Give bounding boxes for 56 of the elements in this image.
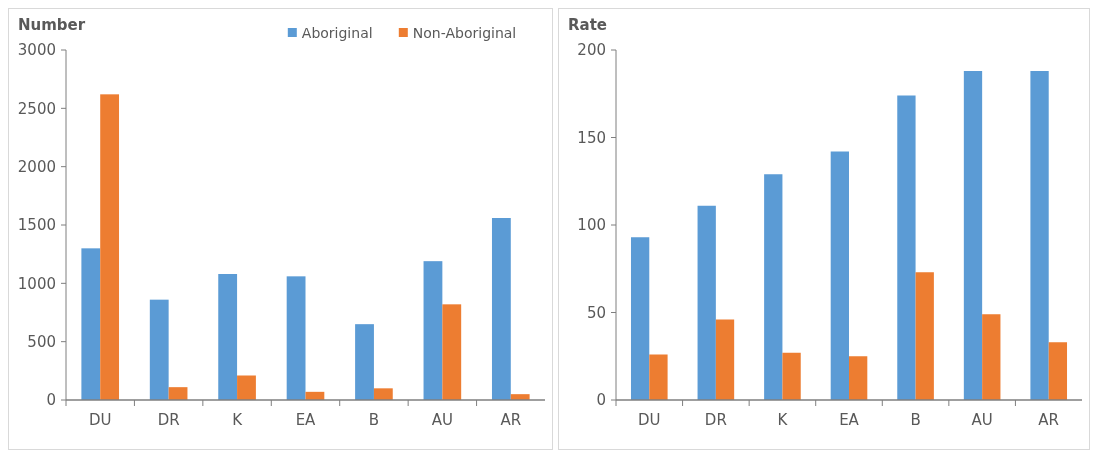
x-tick-label: DU <box>638 411 661 429</box>
chart-title: Number <box>18 16 86 34</box>
y-tick-label: 200 <box>577 41 606 60</box>
bar <box>218 274 238 400</box>
bar <box>915 272 934 400</box>
bar <box>830 151 849 400</box>
y-tick-label: 2000 <box>17 157 56 176</box>
chart-title: Rate <box>568 16 608 34</box>
bar <box>764 174 783 400</box>
legend-label: Aboriginal <box>301 25 373 41</box>
bar <box>355 324 374 400</box>
y-tick-label: 1000 <box>17 274 56 293</box>
bar <box>423 261 443 400</box>
x-tick-label: AU <box>971 411 993 429</box>
bar <box>442 304 462 400</box>
y-tick-label: 150 <box>577 128 606 147</box>
x-tick-label: K <box>777 411 789 429</box>
bar <box>1048 342 1068 400</box>
bar <box>897 95 916 400</box>
bar <box>715 319 735 400</box>
y-tick-label: 0 <box>46 391 56 410</box>
x-tick-label: DU <box>88 411 112 429</box>
x-tick-label: AR <box>1038 411 1060 429</box>
bar <box>81 248 101 400</box>
x-tick-label: AR <box>500 411 522 429</box>
bar <box>649 354 668 400</box>
y-tick-label: 0 <box>596 391 606 410</box>
x-tick-label: DR <box>704 411 727 429</box>
bar <box>373 388 393 400</box>
bar <box>286 276 306 400</box>
y-tick-label: 500 <box>27 332 56 351</box>
bar <box>697 205 716 400</box>
bar <box>1030 71 1049 400</box>
bar <box>149 299 169 400</box>
y-tick-label: 2500 <box>17 99 56 118</box>
x-tick-label: AU <box>431 411 453 429</box>
y-tick-label: 1500 <box>17 216 56 235</box>
bar <box>491 218 511 400</box>
bar <box>237 375 256 400</box>
bar <box>630 237 650 400</box>
x-tick-label: K <box>232 411 244 429</box>
x-tick-label: B <box>910 411 921 429</box>
x-tick-label: B <box>368 411 380 429</box>
bar <box>849 356 868 400</box>
bar <box>782 352 801 400</box>
y-tick-label: 100 <box>577 216 606 235</box>
bar <box>963 71 983 400</box>
bar <box>168 387 188 400</box>
y-tick-label: 50 <box>586 303 606 322</box>
bar <box>982 314 1001 400</box>
x-tick-label: EA <box>295 411 317 429</box>
x-tick-label: EA <box>839 411 860 429</box>
x-tick-label: DR <box>157 411 180 429</box>
y-tick-label: 3000 <box>17 41 56 60</box>
legend-label: Non-Aboriginal <box>412 25 517 41</box>
bar <box>100 94 120 400</box>
